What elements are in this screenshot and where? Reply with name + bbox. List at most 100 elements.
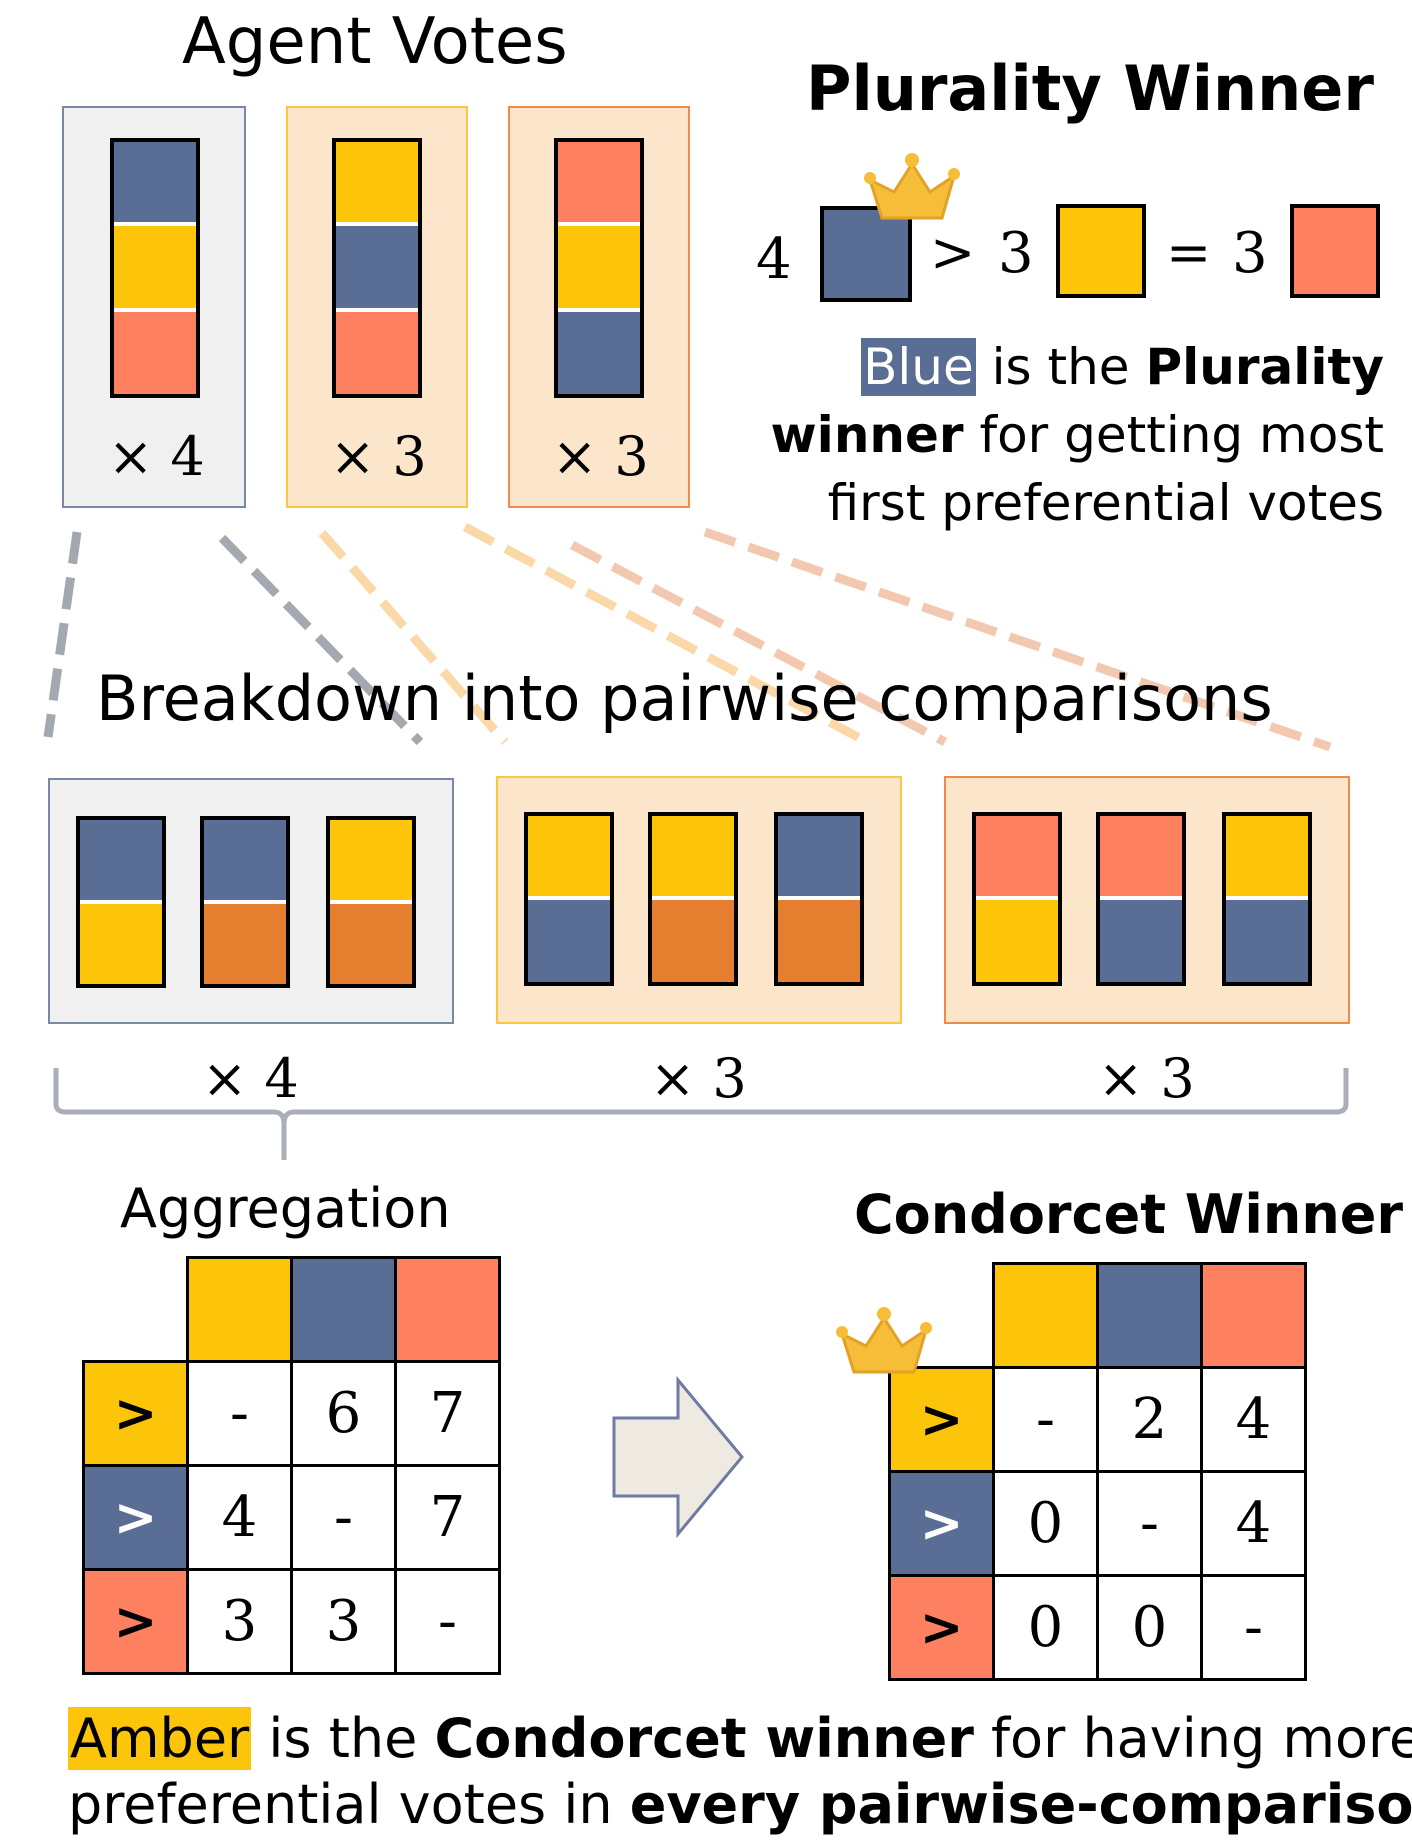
table-header-row [84,1256,501,1363]
pair-amber-blue [1222,812,1312,986]
col-header-coral [1200,1262,1307,1369]
table-cell: - [394,1568,501,1675]
table-cell: - [1200,1574,1307,1681]
rank-3-blue [558,312,640,394]
table-cell: - [1096,1470,1203,1577]
table-cell: 4 [1200,1470,1307,1577]
blue-square [820,206,912,302]
pairwise-panel-2 [496,776,902,1024]
table-cell: 4 [1200,1366,1307,1473]
aggregation-table: > - 6 7 > 4 - 7 > 3 3 - [82,1256,501,1675]
col-header-blue [1096,1262,1203,1369]
table-cell: 0 [1096,1574,1203,1681]
table-cell: 3 [290,1568,397,1675]
table-cell: 7 [394,1464,501,1571]
breakdown-title: Breakdown into pairwise comparisons [96,662,1273,735]
ballot-panel-3: × 3 [508,106,690,508]
pair-blue-orange [200,816,290,988]
table-cell: 6 [290,1360,397,1467]
table-cell: 3 [186,1568,293,1675]
table-cell: 2 [1096,1366,1203,1473]
plurality-op-gt: > [930,221,976,284]
table-row: > 0 - 4 [888,1470,1307,1577]
pair-blue-orange [774,812,864,986]
pair-blue-amber [76,816,166,988]
aggregation-title: Aggregation [120,1177,451,1240]
coral-square [1290,204,1380,298]
table-row: > 4 - 7 [82,1464,501,1571]
connector-line [318,530,509,745]
table-row: > - 2 4 [888,1366,1307,1473]
table-cell: - [290,1464,397,1571]
row-header-blue: > [82,1464,189,1571]
pairwise-multiplier-3: × 3 [1098,1047,1195,1110]
table-cell: - [186,1360,293,1467]
plurality-text-line1: Blue is the Plurality [861,338,1384,396]
plurality-text-line2: winner for getting most [770,406,1384,464]
ballot-bar-1 [110,138,200,398]
table-cell: 4 [186,1464,293,1571]
rank-1-amber [336,142,418,222]
table-header-row [890,1262,1307,1369]
ballot-multiplier: × 3 [552,425,649,488]
plurality-count-coral: 3 [1232,221,1268,286]
pairwise-multiplier-2: × 3 [650,1047,747,1110]
pair-amber-orange [648,812,738,986]
col-header-coral [394,1256,501,1363]
footer-line2: preferential votes in every pairwise-com… [68,1773,1412,1836]
row-header-coral: > [888,1574,995,1681]
rank-2-amber [114,226,196,308]
table-cell: 7 [394,1360,501,1467]
table-row: > 3 3 - [82,1568,501,1675]
col-header-amber [186,1256,293,1363]
pairwise-panel-3 [944,776,1350,1024]
connector-line [703,527,1332,752]
connector-line [569,541,948,746]
rank-1-coral [558,142,640,222]
row-header-coral: > [82,1568,189,1675]
plurality-count-amber: 3 [998,221,1034,286]
crown-icon [836,1307,932,1374]
col-header-amber [992,1262,1099,1369]
table-cell: - [992,1366,1099,1473]
pair-coral-blue [1096,812,1186,986]
condorcet-table: > - 2 4 > 0 - 4 > 0 0 - [888,1262,1307,1681]
table-cell: 0 [992,1470,1099,1577]
ballot-panel-1: × 4 [62,106,246,508]
ballot-bar-3 [554,138,644,398]
plurality-count-blue: 4 [756,227,792,292]
row-header-amber: > [82,1360,189,1467]
rank-2-blue [336,226,418,308]
row-header-blue: > [888,1470,995,1577]
plurality-op-eq: = [1166,221,1212,284]
pairwise-panel-1 [48,778,454,1024]
agent-votes-title: Agent Votes [182,5,568,79]
rank-1-blue [114,142,196,222]
ballot-multiplier: × 4 [108,425,205,488]
connector-line [218,534,424,746]
pair-amber-orange [326,816,416,988]
pair-amber-blue [524,812,614,986]
table-cell: 0 [992,1574,1099,1681]
row-header-amber: > [888,1366,995,1473]
rank-2-amber [558,226,640,308]
pairwise-multiplier-1: × 4 [202,1047,299,1110]
col-header-blue [290,1256,397,1363]
ballot-bar-2 [332,138,422,398]
right-arrow-icon [612,1376,744,1538]
footer-line1: Amber is the Condorcet winner for having… [68,1707,1412,1770]
amber-square [1056,204,1146,298]
connector-line [462,523,870,746]
table-row: > 0 0 - [888,1574,1307,1681]
rank-3-coral [336,312,418,394]
pair-coral-amber [972,812,1062,986]
plurality-title: Plurality Winner [806,52,1374,125]
rank-3-coral [114,312,196,394]
condorcet-title: Condorcet Winner [854,1183,1404,1246]
ballot-panel-2: × 3 [286,106,468,508]
ballot-multiplier: × 3 [330,425,427,488]
connector-line [43,531,82,738]
